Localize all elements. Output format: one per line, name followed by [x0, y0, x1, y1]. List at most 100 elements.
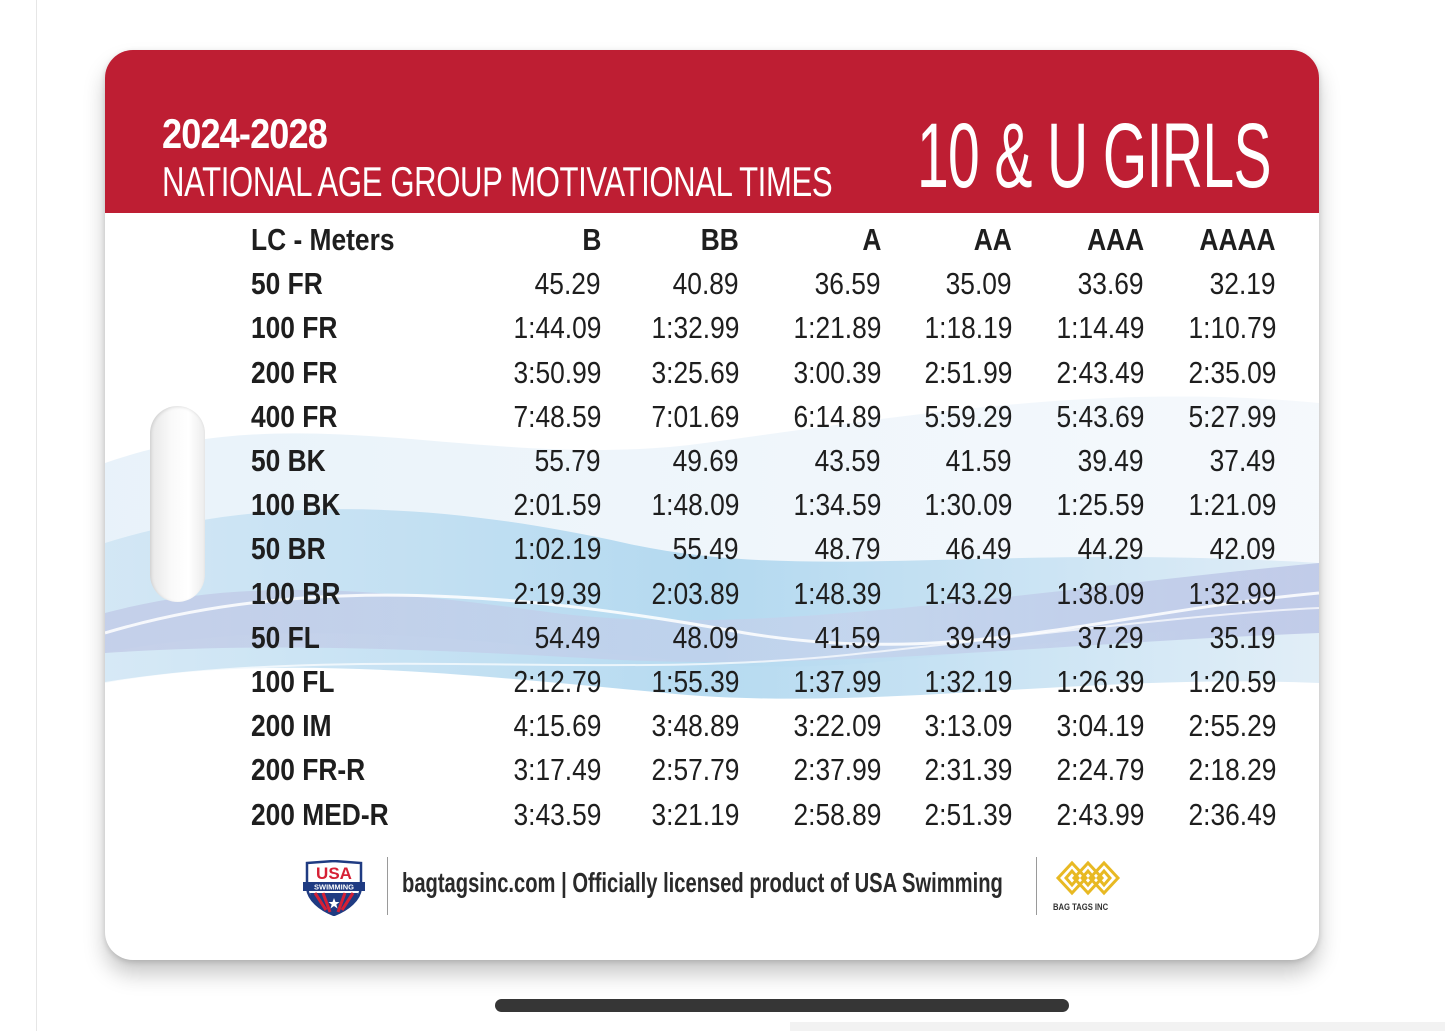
time-cell: 1:48.39 [793, 575, 881, 611]
time-cell: 1:38.09 [1056, 575, 1144, 611]
time-cell: 2:19.39 [513, 575, 601, 611]
time-cell: 37.49 [1210, 443, 1276, 479]
table-row: 200 MED-R 3:43.59 3:21.19 2:58.89 2:51.39 2:4… [251, 792, 1276, 836]
time-cell: 44.29 [1078, 531, 1144, 567]
times-table: LC - Meters B BB A AA AAA AAAA 50 FR 45.2… [251, 218, 1276, 837]
time-cell: 41.59 [946, 443, 1012, 479]
time-cell: 7:01.69 [651, 398, 739, 434]
table-row: 100 BK 2:01.59 1:48.09 1:34.59 1:30.09 1:25.5… [251, 483, 1276, 527]
event-name: 100 FL [251, 663, 335, 699]
years-label: 2024-2028 [162, 110, 328, 157]
table-row: 400 FR 7:48.59 7:01.69 6:14.89 5:59.29 5:43.6… [251, 395, 1276, 439]
event-name: 50 BR [251, 531, 326, 567]
time-cell: 2:35.09 [1188, 354, 1276, 390]
time-cell: 1:37.99 [793, 663, 881, 699]
time-cell: 33.69 [1078, 266, 1144, 302]
footer-divider-left [387, 857, 388, 915]
time-cell: 2:37.99 [793, 752, 881, 788]
footer-divider-right [1036, 857, 1037, 915]
level-header-aaaa: AAAA [1199, 222, 1276, 258]
event-name: 200 IM [251, 708, 332, 744]
time-cell: 2:03.89 [651, 575, 739, 611]
usa-swimming-shield-icon: USA SWIMMING [303, 860, 365, 916]
card-header: 2024-2028 NATIONAL AGE GROUP MOTIVATIONA… [105, 50, 1319, 213]
event-name: 100 BR [251, 575, 341, 611]
level-header-aaa: AAA [1086, 222, 1144, 258]
time-cell: 3:25.69 [651, 354, 739, 390]
time-cell: 2:55.29 [1188, 708, 1276, 744]
time-cell: 42.09 [1210, 531, 1276, 567]
time-cell: 41.59 [815, 619, 881, 655]
time-cell: 35.09 [946, 266, 1012, 302]
time-cell: 1:48.09 [651, 487, 739, 523]
event-name: 200 FR-R [251, 752, 366, 788]
time-cell: 4:15.69 [513, 708, 601, 744]
time-cell: 2:43.49 [1056, 354, 1144, 390]
time-cell: 36.59 [815, 266, 881, 302]
time-cell: 3:43.59 [513, 796, 601, 832]
level-header-bb: BB [700, 222, 739, 258]
time-cell: 2:36.49 [1188, 796, 1276, 832]
svg-text:USA: USA [316, 864, 352, 883]
time-cell: 54.49 [535, 619, 601, 655]
time-cell: 3:13.09 [924, 708, 1012, 744]
event-name: 50 FL [251, 619, 320, 655]
time-cell: 1:14.49 [1056, 310, 1144, 346]
home-indicator-bar[interactable] [495, 999, 1069, 1012]
time-cell: 2:24.79 [1056, 752, 1144, 788]
strap-slot [150, 406, 205, 602]
event-name: 400 FR [251, 398, 338, 434]
time-cell: 2:51.99 [924, 354, 1012, 390]
time-cell: 39.49 [946, 619, 1012, 655]
bag-tag-card: 2024-2028 NATIONAL AGE GROUP MOTIVATIONA… [105, 50, 1319, 960]
time-cell: 3:17.49 [513, 752, 601, 788]
time-cell: 5:27.99 [1188, 398, 1276, 434]
time-cell: 2:18.29 [1188, 752, 1276, 788]
bag-tags-logo-icon [1055, 860, 1121, 896]
time-cell: 48.09 [673, 619, 739, 655]
time-cell: 2:51.39 [924, 796, 1012, 832]
event-name: 200 MED-R [251, 796, 389, 832]
time-cell: 3:00.39 [793, 354, 881, 390]
time-cell: 2:43.99 [1056, 796, 1144, 832]
level-header-a: A [861, 222, 881, 258]
course-header: LC - Meters [251, 222, 395, 258]
time-cell: 3:22.09 [793, 708, 881, 744]
time-cell: 3:48.89 [651, 708, 739, 744]
time-cell: 46.49 [946, 531, 1012, 567]
event-name: 100 FR [251, 310, 338, 346]
time-cell: 1:44.09 [513, 310, 601, 346]
svg-text:SWIMMING: SWIMMING [314, 883, 354, 892]
table-row: 50 FL 54.49 48.09 41.59 39.49 37.29 35.19 [251, 616, 1276, 660]
time-cell: 55.79 [535, 443, 601, 479]
table-row: 200 IM 4:15.69 3:48.89 3:22.09 3:13.09 3:04.1… [251, 704, 1276, 748]
event-name: 200 FR [251, 354, 338, 390]
level-header-aa: AA [973, 222, 1012, 258]
time-cell: 55.49 [673, 531, 739, 567]
time-cell: 1:18.19 [924, 310, 1012, 346]
level-header-b: B [581, 222, 601, 258]
time-cell: 2:57.79 [651, 752, 739, 788]
table-row: 100 FR 1:44.09 1:32.99 1:21.89 1:18.19 1:14.4… [251, 306, 1276, 350]
table-row: 200 FR 3:50.99 3:25.69 3:00.39 2:51.99 2:43.4… [251, 351, 1276, 395]
time-cell: 40.89 [673, 266, 739, 302]
time-cell: 2:31.39 [924, 752, 1012, 788]
age-group-title: 10 & U GIRLS [917, 105, 1272, 207]
time-cell: 49.69 [673, 443, 739, 479]
footer-license-text: bagtagsinc.com | Officially licensed pro… [402, 867, 1003, 898]
event-name: 50 FR [251, 266, 323, 302]
table-header-row: LC - Meters B BB A AA AAA AAAA [251, 218, 1276, 262]
time-cell: 3:21.19 [651, 796, 739, 832]
time-cell: 1:25.59 [1056, 487, 1144, 523]
table-row: 50 BK 55.79 49.69 43.59 41.59 39.49 37.49 [251, 439, 1276, 483]
time-cell: 1:26.39 [1056, 663, 1144, 699]
time-cell: 2:58.89 [793, 796, 881, 832]
subtitle-label: NATIONAL AGE GROUP MOTIVATIONAL TIMES [162, 158, 833, 205]
wave-background [105, 396, 1319, 699]
time-cell: 6:14.89 [793, 398, 881, 434]
time-cell: 2:01.59 [513, 487, 601, 523]
table-row: 200 FR-R 3:17.49 2:57.79 2:37.99 2:31.39 2:24… [251, 748, 1276, 792]
time-cell: 7:48.59 [513, 398, 601, 434]
time-cell: 35.19 [1210, 619, 1276, 655]
time-cell: 1:34.59 [793, 487, 881, 523]
